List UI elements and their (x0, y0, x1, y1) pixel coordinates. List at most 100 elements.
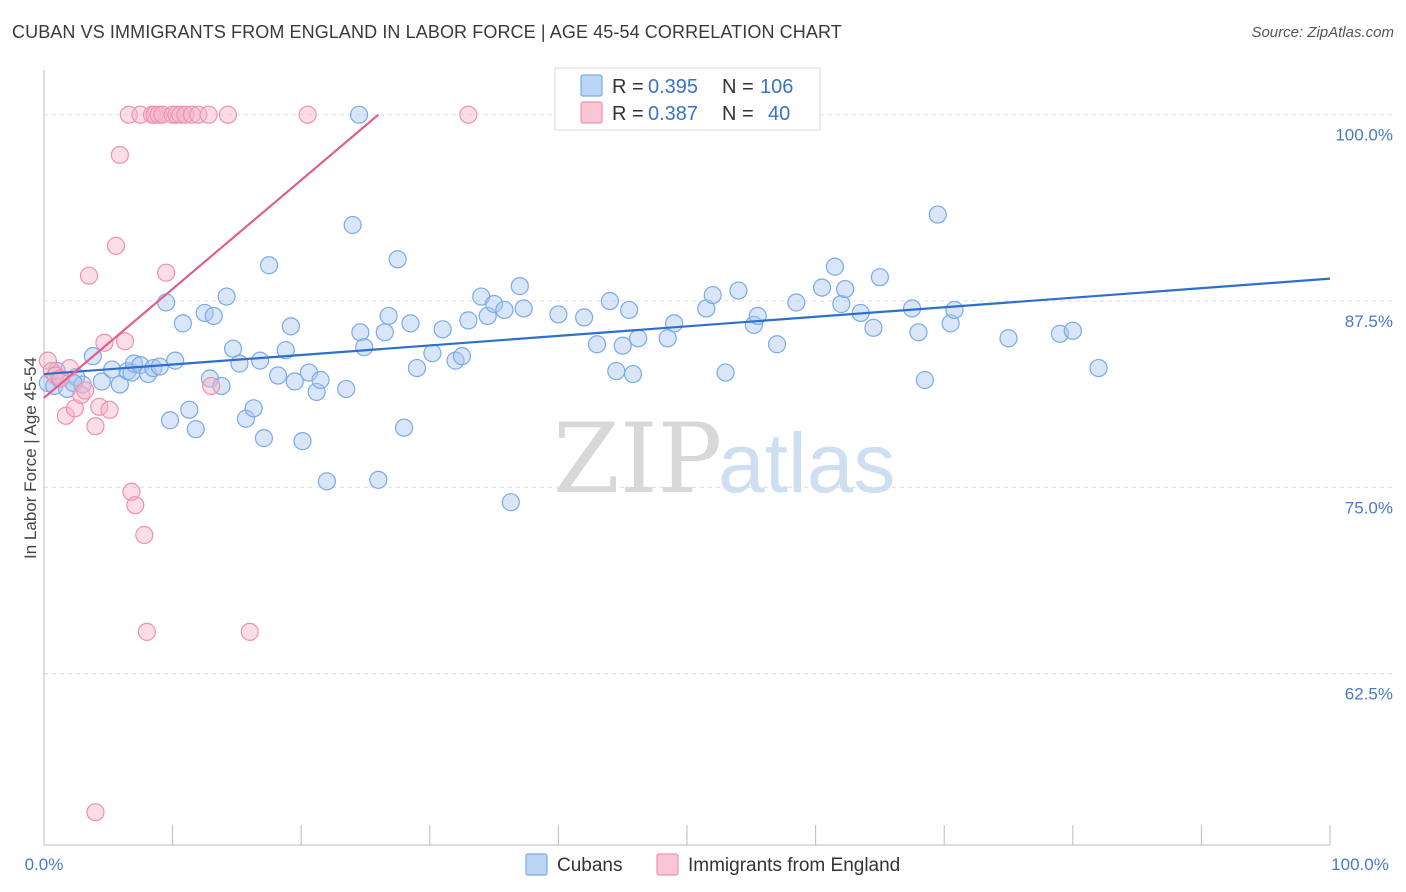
point-cubans (452, 347, 472, 366)
point-cubans (379, 306, 398, 326)
point-cubans (173, 314, 192, 333)
point-cubans (388, 250, 407, 269)
point-cubans (549, 305, 568, 324)
legend-r-label-cubans: R = (612, 76, 644, 98)
point-england (459, 105, 478, 124)
point-england (137, 622, 156, 641)
point-cubans (623, 364, 643, 384)
point-cubans (217, 287, 236, 306)
point-cubans (160, 411, 180, 430)
point-cubans (375, 323, 394, 342)
point-england (240, 622, 259, 641)
point-cubans (254, 429, 274, 448)
x-tick-labels: 0.0% 100.0% (25, 855, 1389, 874)
x-tick-label: 100.0% (1331, 855, 1389, 874)
point-cubans (244, 399, 263, 418)
y-tick-labels: 100.0% 87.5% 75.0% 62.5% (1335, 126, 1393, 704)
legend-top: R = 0.395 N = 106 R = 0.387 N = 40 (554, 67, 821, 131)
axes (43, 70, 1331, 846)
point-england (115, 332, 135, 351)
point-england (51, 369, 70, 388)
point-cubans (92, 372, 111, 391)
point-england (126, 496, 145, 515)
point-cubans (767, 335, 787, 354)
point-cubans (575, 308, 594, 327)
point-cubans (587, 335, 607, 354)
legend-bottom: Cubans Immigrants from England (525, 853, 900, 876)
point-cubans (166, 351, 185, 370)
point-cubans (317, 472, 337, 491)
trend-line-cubans (43, 277, 1331, 376)
point-england (176, 105, 195, 124)
chart-title: CUBAN VS IMMIGRANTS FROM ENGLAND IN LABO… (12, 22, 842, 42)
y-tick-label: 100.0% (1335, 126, 1393, 145)
point-cubans (268, 366, 288, 385)
point-cubans (351, 323, 370, 342)
point-cubans (186, 420, 205, 439)
point-cubans (620, 300, 639, 320)
bottom-legend-swatch-cubans (525, 853, 548, 876)
point-cubans (836, 279, 855, 299)
point-england (60, 358, 79, 378)
legend-n-value-england: 40 (768, 103, 790, 125)
point-cubans (945, 300, 964, 320)
bottom-legend-label-england: Immigrants from England (688, 855, 900, 876)
point-cubans (999, 329, 1018, 348)
point-cubans (407, 358, 427, 378)
point-cubans (501, 493, 520, 512)
point-cubans (259, 256, 279, 275)
point-cubans (787, 293, 806, 312)
point-england (100, 400, 119, 419)
point-cubans (703, 285, 722, 305)
point-england (149, 105, 168, 124)
point-cubans (433, 320, 452, 339)
point-england (86, 803, 105, 822)
point-england (218, 105, 237, 124)
point-england (298, 105, 317, 124)
watermark-zip: ZIP (553, 403, 722, 515)
x-tick-label: 0.0% (25, 855, 64, 874)
point-cubans (276, 341, 295, 360)
point-cubans (355, 338, 374, 357)
point-cubans (459, 311, 478, 330)
grid-lines (44, 114, 1395, 675)
point-cubans (180, 400, 199, 419)
point-england (202, 376, 221, 396)
legend-n-value-cubans: 106 (760, 76, 793, 98)
point-cubans (394, 418, 414, 437)
point-cubans (250, 351, 270, 370)
point-cubans (629, 329, 648, 348)
bottom-legend-label-cubans: Cubans (557, 855, 623, 876)
point-cubans (485, 294, 504, 314)
point-cubans (510, 277, 529, 296)
point-cubans (1089, 358, 1108, 378)
watermark-atlas: atlas (718, 416, 895, 510)
point-cubans (285, 372, 304, 391)
point-england (110, 145, 129, 165)
point-england (90, 397, 109, 416)
point-cubans (812, 278, 832, 297)
point-england (95, 333, 114, 352)
point-cubans (281, 317, 301, 336)
point-cubans (144, 358, 163, 378)
legend-swatch-england (580, 101, 603, 124)
legend-n-label-england: N = (722, 103, 754, 125)
point-cubans (349, 105, 369, 124)
point-england (157, 263, 176, 282)
point-england (46, 366, 65, 385)
point-cubans (311, 370, 330, 390)
legend-r-label-england: R = (612, 103, 644, 125)
point-england (163, 105, 182, 124)
point-cubans (941, 314, 960, 333)
point-cubans (665, 314, 684, 333)
point-cubans (307, 382, 326, 402)
source-credit: Source: ZipAtlas.com (1251, 24, 1394, 41)
point-england (76, 381, 95, 400)
point-england (122, 482, 141, 501)
point-england (189, 105, 208, 124)
point-cubans (230, 354, 249, 373)
point-cubans (864, 318, 883, 337)
legend-n-label-cubans: N = (722, 76, 754, 98)
trend-line-england (43, 113, 380, 399)
point-cubans (870, 268, 890, 287)
